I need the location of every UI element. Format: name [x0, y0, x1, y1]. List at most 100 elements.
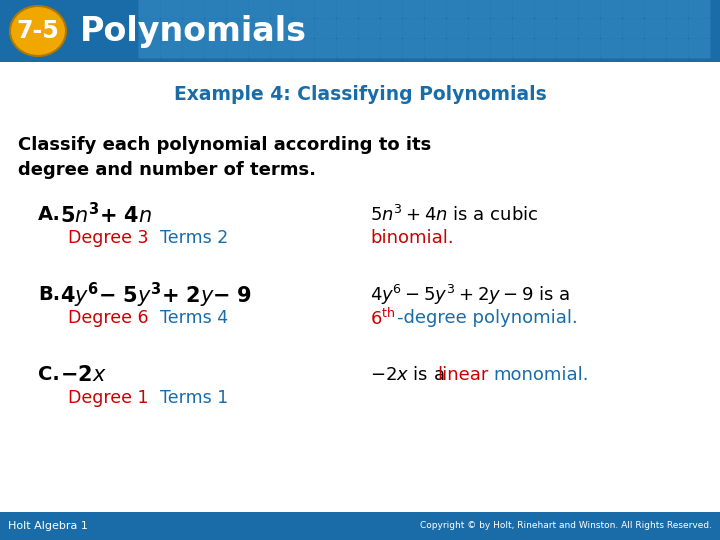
- FancyBboxPatch shape: [644, 38, 667, 58]
- FancyBboxPatch shape: [446, 38, 469, 58]
- FancyBboxPatch shape: [402, 18, 425, 38]
- FancyBboxPatch shape: [248, 38, 271, 58]
- FancyBboxPatch shape: [600, 0, 623, 18]
- FancyBboxPatch shape: [182, 38, 204, 58]
- FancyBboxPatch shape: [600, 18, 623, 38]
- FancyBboxPatch shape: [644, 18, 667, 38]
- FancyBboxPatch shape: [490, 18, 513, 38]
- FancyBboxPatch shape: [490, 0, 513, 18]
- FancyBboxPatch shape: [380, 38, 402, 58]
- FancyBboxPatch shape: [667, 0, 688, 18]
- FancyBboxPatch shape: [513, 0, 534, 18]
- Text: $4y^6 - 5y^3 + 2y - 9$ is a: $4y^6 - 5y^3 + 2y - 9$ is a: [370, 283, 570, 307]
- FancyBboxPatch shape: [248, 18, 271, 38]
- FancyBboxPatch shape: [359, 0, 380, 18]
- FancyBboxPatch shape: [557, 18, 578, 38]
- FancyBboxPatch shape: [600, 38, 623, 58]
- FancyBboxPatch shape: [513, 38, 534, 58]
- FancyBboxPatch shape: [402, 38, 425, 58]
- FancyBboxPatch shape: [623, 38, 644, 58]
- FancyBboxPatch shape: [425, 18, 446, 38]
- FancyBboxPatch shape: [446, 18, 469, 38]
- Text: Holt Algebra 1: Holt Algebra 1: [8, 521, 88, 531]
- FancyBboxPatch shape: [359, 18, 380, 38]
- Text: $6^{\mathsf{th}}$: $6^{\mathsf{th}}$: [370, 307, 395, 329]
- Text: $5n^3 + 4n$ is a cubic: $5n^3 + 4n$ is a cubic: [370, 205, 539, 225]
- FancyBboxPatch shape: [138, 18, 161, 38]
- FancyBboxPatch shape: [469, 0, 490, 18]
- FancyBboxPatch shape: [623, 18, 644, 38]
- FancyBboxPatch shape: [380, 18, 402, 38]
- FancyBboxPatch shape: [534, 38, 557, 58]
- FancyBboxPatch shape: [182, 0, 204, 18]
- FancyBboxPatch shape: [425, 0, 446, 18]
- FancyBboxPatch shape: [578, 0, 600, 18]
- FancyBboxPatch shape: [534, 0, 557, 18]
- FancyBboxPatch shape: [182, 18, 204, 38]
- FancyBboxPatch shape: [557, 0, 578, 18]
- FancyBboxPatch shape: [469, 18, 490, 38]
- FancyBboxPatch shape: [578, 38, 600, 58]
- FancyBboxPatch shape: [623, 0, 644, 18]
- Text: $\mathbf{4}y^{\mathbf{6}} \mathbf{-\ 5}y^{\mathbf{3}} \mathbf{+\ 2}y \mathbf{-\ : $\mathbf{4}y^{\mathbf{6}} \mathbf{-\ 5}y…: [60, 280, 252, 309]
- Text: Terms 1: Terms 1: [160, 389, 228, 407]
- FancyBboxPatch shape: [227, 18, 248, 38]
- Text: B.: B.: [38, 286, 60, 305]
- Text: Terms 4: Terms 4: [160, 309, 228, 327]
- Text: linear: linear: [437, 366, 488, 384]
- FancyBboxPatch shape: [271, 18, 292, 38]
- Ellipse shape: [10, 6, 66, 56]
- FancyBboxPatch shape: [667, 38, 688, 58]
- Text: Classify each polynomial according to its: Classify each polynomial according to it…: [18, 136, 431, 154]
- Text: A.: A.: [38, 206, 61, 225]
- Text: -degree polynomial.: -degree polynomial.: [397, 309, 577, 327]
- Text: degree and number of terms.: degree and number of terms.: [18, 161, 316, 179]
- FancyBboxPatch shape: [315, 18, 336, 38]
- FancyBboxPatch shape: [161, 38, 182, 58]
- FancyBboxPatch shape: [161, 18, 182, 38]
- FancyBboxPatch shape: [271, 38, 292, 58]
- Text: $-2x$ is a: $-2x$ is a: [370, 366, 446, 384]
- FancyBboxPatch shape: [534, 18, 557, 38]
- FancyBboxPatch shape: [490, 38, 513, 58]
- FancyBboxPatch shape: [513, 18, 534, 38]
- Text: $\mathbf{-2}x$: $\mathbf{-2}x$: [60, 365, 107, 385]
- Text: monomial.: monomial.: [493, 366, 588, 384]
- FancyBboxPatch shape: [359, 38, 380, 58]
- FancyBboxPatch shape: [380, 0, 402, 18]
- FancyBboxPatch shape: [336, 18, 359, 38]
- FancyBboxPatch shape: [248, 0, 271, 18]
- FancyBboxPatch shape: [336, 0, 359, 18]
- FancyBboxPatch shape: [469, 38, 490, 58]
- FancyBboxPatch shape: [557, 38, 578, 58]
- FancyBboxPatch shape: [292, 18, 315, 38]
- Text: Degree 3: Degree 3: [68, 229, 148, 247]
- FancyBboxPatch shape: [688, 0, 711, 18]
- Text: $\mathbf{5}n^{\mathbf{3}} \mathbf{+\ 4}n$: $\mathbf{5}n^{\mathbf{3}} \mathbf{+\ 4}n…: [60, 202, 152, 227]
- FancyBboxPatch shape: [425, 38, 446, 58]
- FancyBboxPatch shape: [204, 0, 227, 18]
- FancyBboxPatch shape: [402, 0, 425, 18]
- FancyBboxPatch shape: [227, 0, 248, 18]
- FancyBboxPatch shape: [138, 0, 161, 18]
- FancyBboxPatch shape: [138, 38, 161, 58]
- Text: 7-5: 7-5: [17, 19, 59, 43]
- Text: Copyright © by Holt, Rinehart and Winston. All Rights Reserved.: Copyright © by Holt, Rinehart and Winsto…: [420, 522, 712, 530]
- FancyBboxPatch shape: [161, 0, 182, 18]
- FancyBboxPatch shape: [336, 38, 359, 58]
- FancyBboxPatch shape: [315, 0, 336, 18]
- FancyBboxPatch shape: [204, 18, 227, 38]
- FancyBboxPatch shape: [446, 0, 469, 18]
- FancyBboxPatch shape: [292, 0, 315, 18]
- Bar: [0, 0, 720, 62]
- FancyBboxPatch shape: [688, 38, 711, 58]
- FancyBboxPatch shape: [644, 0, 667, 18]
- Text: binomial.: binomial.: [370, 229, 454, 247]
- FancyBboxPatch shape: [315, 38, 336, 58]
- FancyBboxPatch shape: [227, 38, 248, 58]
- Text: Degree 6: Degree 6: [68, 309, 148, 327]
- FancyBboxPatch shape: [667, 18, 688, 38]
- Text: C.: C.: [38, 366, 60, 384]
- Text: Polynomials: Polynomials: [80, 15, 307, 48]
- FancyBboxPatch shape: [688, 18, 711, 38]
